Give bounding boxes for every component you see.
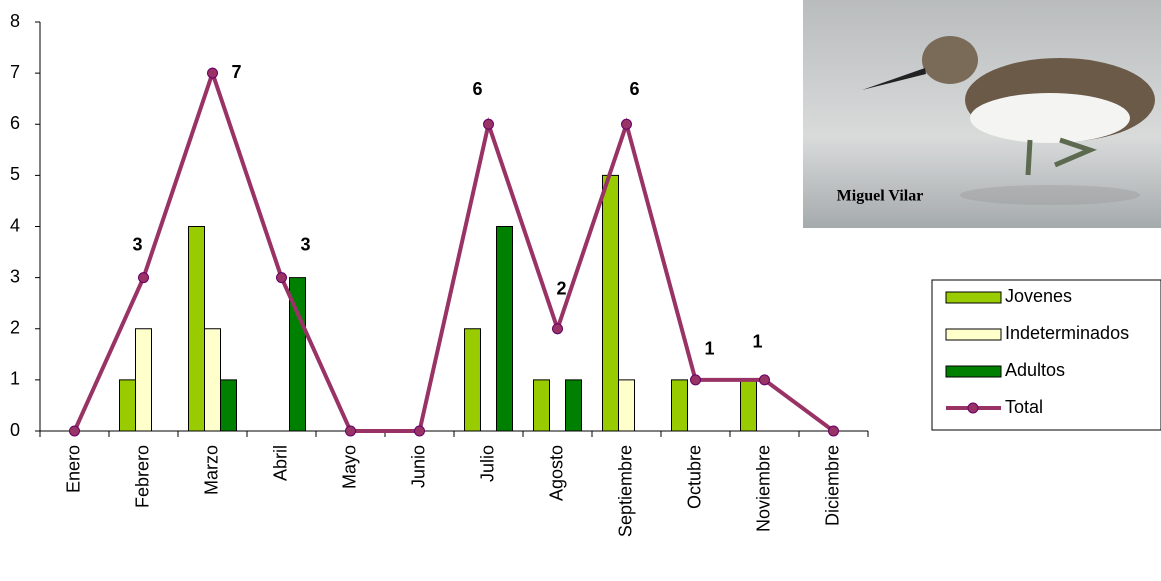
legend-label: Total bbox=[1005, 397, 1043, 417]
data-label: 7 bbox=[231, 62, 241, 82]
line-marker bbox=[69, 425, 80, 437]
bar bbox=[496, 226, 513, 432]
x-tick-label: Julio bbox=[477, 445, 497, 482]
bird-legs bbox=[1025, 137, 1098, 176]
line-marker bbox=[138, 272, 149, 284]
data-label: 6 bbox=[629, 79, 639, 99]
x-tick-label: Diciembre bbox=[822, 445, 842, 526]
bar bbox=[533, 379, 550, 432]
bar bbox=[740, 379, 757, 432]
y-tick-label: 7 bbox=[10, 62, 20, 82]
x-tick-label: Abril bbox=[270, 445, 290, 481]
bar bbox=[671, 379, 688, 432]
legend-swatch bbox=[945, 365, 1002, 378]
line-marker bbox=[483, 118, 494, 130]
line-marker bbox=[552, 323, 563, 335]
y-tick-label: 5 bbox=[10, 164, 20, 184]
legend-label: Indeterminados bbox=[1005, 323, 1129, 343]
line-marker bbox=[690, 374, 701, 386]
line-marker bbox=[276, 272, 287, 284]
line-marker bbox=[759, 374, 770, 386]
line-marker bbox=[621, 118, 632, 130]
bird-belly bbox=[970, 93, 1130, 143]
bar bbox=[119, 379, 136, 432]
photo: Miguel Vilar bbox=[803, 0, 1161, 228]
bar bbox=[135, 328, 152, 432]
line-marker bbox=[207, 67, 218, 79]
x-tick-label: Junio bbox=[408, 445, 428, 488]
y-tick-label: 6 bbox=[10, 113, 20, 133]
bar bbox=[289, 277, 306, 432]
legend-label: Jovenes bbox=[1005, 286, 1072, 306]
x-tick-label: Mayo bbox=[339, 445, 359, 489]
legend-label: Adultos bbox=[1005, 360, 1065, 380]
x-tick-label: Septiembre bbox=[615, 445, 635, 537]
line-marker bbox=[828, 425, 839, 437]
x-tick-label: Enero bbox=[63, 445, 83, 493]
legend-marker bbox=[967, 402, 979, 414]
photo-caption: Miguel Vilar bbox=[837, 188, 924, 205]
x-tick-label: Noviembre bbox=[753, 445, 773, 532]
y-tick-label: 8 bbox=[10, 11, 20, 31]
data-label: 3 bbox=[132, 234, 142, 254]
data-label: 2 bbox=[556, 279, 566, 299]
line bbox=[72, 66, 835, 433]
legend-swatch bbox=[945, 328, 1002, 341]
data-label: 1 bbox=[704, 339, 714, 359]
x-tick-label: Febrero bbox=[132, 445, 152, 508]
bird-reflection bbox=[960, 185, 1140, 205]
data-label: 1 bbox=[752, 332, 762, 352]
data-label: 3 bbox=[300, 234, 310, 254]
x-tick-label: Octubre bbox=[684, 445, 704, 509]
y-tick-label: 0 bbox=[10, 420, 20, 440]
bar bbox=[464, 328, 481, 432]
bar bbox=[602, 174, 619, 432]
bar bbox=[220, 379, 237, 432]
line-marker bbox=[414, 425, 425, 437]
line-marker bbox=[345, 425, 356, 437]
legend-swatch bbox=[945, 291, 1002, 304]
bar bbox=[188, 226, 205, 432]
data-label: 6 bbox=[472, 79, 482, 99]
y-tick-label: 3 bbox=[10, 266, 20, 286]
bar bbox=[565, 379, 582, 432]
bird-head bbox=[922, 36, 978, 84]
x-tick-label: Agosto bbox=[546, 445, 566, 501]
x-tick-label: Marzo bbox=[201, 445, 221, 495]
y-tick-label: 1 bbox=[10, 369, 20, 389]
y-tick-label: 4 bbox=[10, 215, 20, 235]
bar bbox=[618, 379, 635, 432]
bar bbox=[204, 328, 221, 432]
y-tick-label: 2 bbox=[10, 318, 20, 338]
bird-beak bbox=[862, 68, 926, 90]
